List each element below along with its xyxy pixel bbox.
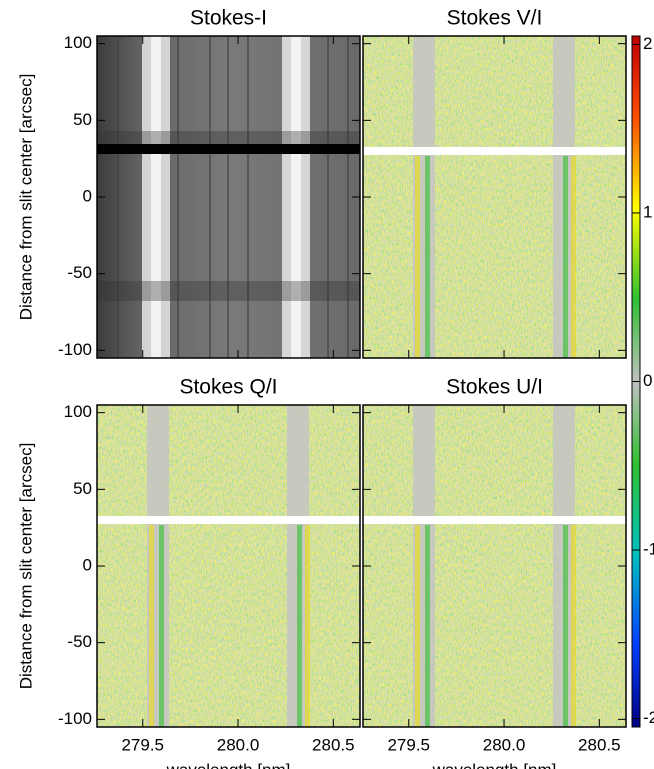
- panel: Stokes-I 100 50 0 -50 -100 Distance from slit …: [16, 7, 361, 359]
- signal-strip: [571, 525, 576, 727]
- panel: Stokes Q/I 100 50 0 -50 -100 279.5 280.0 280.5 Di…: [16, 376, 361, 769]
- y-axis-label: Distance from slit center [arcsec]: [16, 74, 35, 321]
- x-tick-label: 280.5: [312, 735, 355, 754]
- absorption-line: [227, 36, 229, 358]
- x-tick-label: 280.5: [578, 735, 621, 754]
- y-tick-label: -50: [67, 632, 92, 651]
- line-core: [291, 36, 301, 358]
- colorbar-tick-label: 2: [643, 34, 652, 53]
- panel: Stokes V/I: [362, 7, 627, 359]
- absorption-line: [209, 36, 211, 358]
- colorbar-tick-label: -2: [643, 708, 654, 727]
- noise-green: [363, 36, 626, 358]
- signal-strip: [297, 525, 302, 727]
- panel-title: Stokes-I: [190, 7, 267, 30]
- x-axis-label: wavelength [nm]: [432, 760, 557, 769]
- noise-green: [363, 405, 626, 727]
- absorption-line: [247, 36, 249, 358]
- signal-strip: [563, 525, 568, 727]
- signal-strip: [563, 156, 568, 358]
- y-tick-label: 100: [64, 33, 92, 52]
- slit-fiducial: [97, 144, 360, 154]
- signal-strip: [425, 525, 430, 727]
- dark-row: [97, 131, 360, 145]
- signal-strip: [305, 525, 310, 727]
- panel-title: Stokes U/I: [446, 376, 543, 399]
- absorption-line: [327, 36, 329, 358]
- y-tick-label: 50: [73, 479, 92, 498]
- slit-fiducial: [363, 516, 626, 524]
- x-tick-label: 280.0: [483, 735, 526, 754]
- y-tick-label: 50: [73, 110, 92, 129]
- panel: Stokes U/I 279.5 280.0 280.5 wavelength [nm]: [362, 376, 627, 769]
- line-core: [151, 36, 161, 358]
- y-tick-label: 0: [83, 186, 92, 205]
- noise-green: [97, 405, 360, 727]
- panel-title: Stokes V/I: [447, 7, 543, 30]
- signal-strip: [571, 156, 576, 358]
- x-tick-label: 280.0: [217, 735, 260, 754]
- colorbar-tick-label: -1: [643, 540, 654, 559]
- signal-strip: [425, 156, 430, 358]
- x-axis-label: wavelength [nm]: [166, 760, 291, 769]
- colorbar-tick-label: 0: [643, 371, 652, 390]
- absorption-line: [347, 36, 349, 358]
- signal-strip: [159, 525, 164, 727]
- signal-strip: [149, 525, 154, 727]
- dark-row: [97, 281, 360, 301]
- y-tick-label: -100: [58, 340, 92, 359]
- signal-strip: [415, 156, 420, 358]
- y-tick-label: 100: [64, 402, 92, 421]
- signal-strip: [415, 525, 420, 727]
- y-tick-label: -50: [67, 263, 92, 282]
- x-tick-label: 279.5: [387, 735, 430, 754]
- x-tick-label: 279.5: [121, 735, 164, 754]
- y-tick-label: -100: [58, 709, 92, 728]
- y-axis-label: Distance from slit center [arcsec]: [16, 443, 35, 690]
- y-tick-label: 0: [83, 555, 92, 574]
- slit-fiducial: [97, 516, 360, 524]
- absorption-line: [177, 36, 179, 358]
- absorption-line: [117, 36, 119, 358]
- panel-title: Stokes Q/I: [179, 376, 277, 399]
- colorbar-tick-label: 1: [643, 202, 652, 221]
- slit-fiducial: [363, 147, 626, 155]
